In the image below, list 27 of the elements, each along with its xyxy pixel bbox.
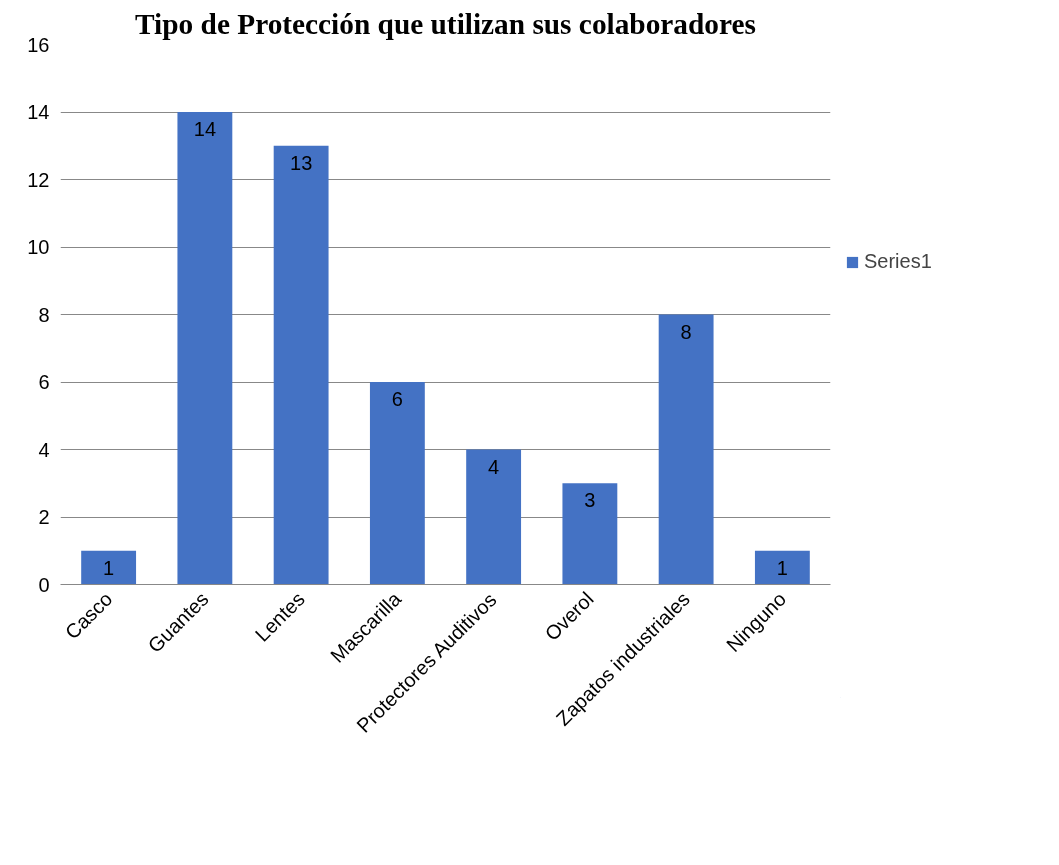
y-tick-label: 6 — [38, 371, 50, 393]
y-tick-label: 16 — [27, 33, 50, 56]
bar — [562, 483, 618, 585]
y-tick-label: 10 — [27, 236, 50, 258]
y-tick-label: 4 — [38, 438, 50, 461]
chart-title: Tipo de Protección que utilizan sus colaboradores — [135, 7, 756, 40]
data-label: 4 — [488, 455, 500, 478]
bar — [81, 550, 137, 585]
data-label: 13 — [290, 151, 313, 174]
y-tick-label: 8 — [38, 303, 50, 326]
data-label: 14 — [193, 118, 216, 140]
legend-label: Series1 — [864, 250, 932, 273]
data-label: 6 — [391, 388, 403, 410]
bar — [658, 314, 714, 585]
bar — [177, 112, 233, 585]
y-tick-label: 12 — [27, 168, 50, 191]
y-tick-label: 2 — [38, 506, 50, 528]
data-label: 8 — [680, 320, 692, 343]
bar — [369, 382, 425, 585]
y-tick-label: 14 — [27, 101, 50, 123]
data-label: 1 — [776, 556, 788, 579]
bar — [754, 550, 810, 585]
data-label: 1 — [103, 556, 115, 579]
data-label: 3 — [584, 489, 596, 512]
bar — [466, 449, 522, 585]
y-tick-label: 0 — [38, 573, 50, 596]
bar — [273, 145, 329, 585]
